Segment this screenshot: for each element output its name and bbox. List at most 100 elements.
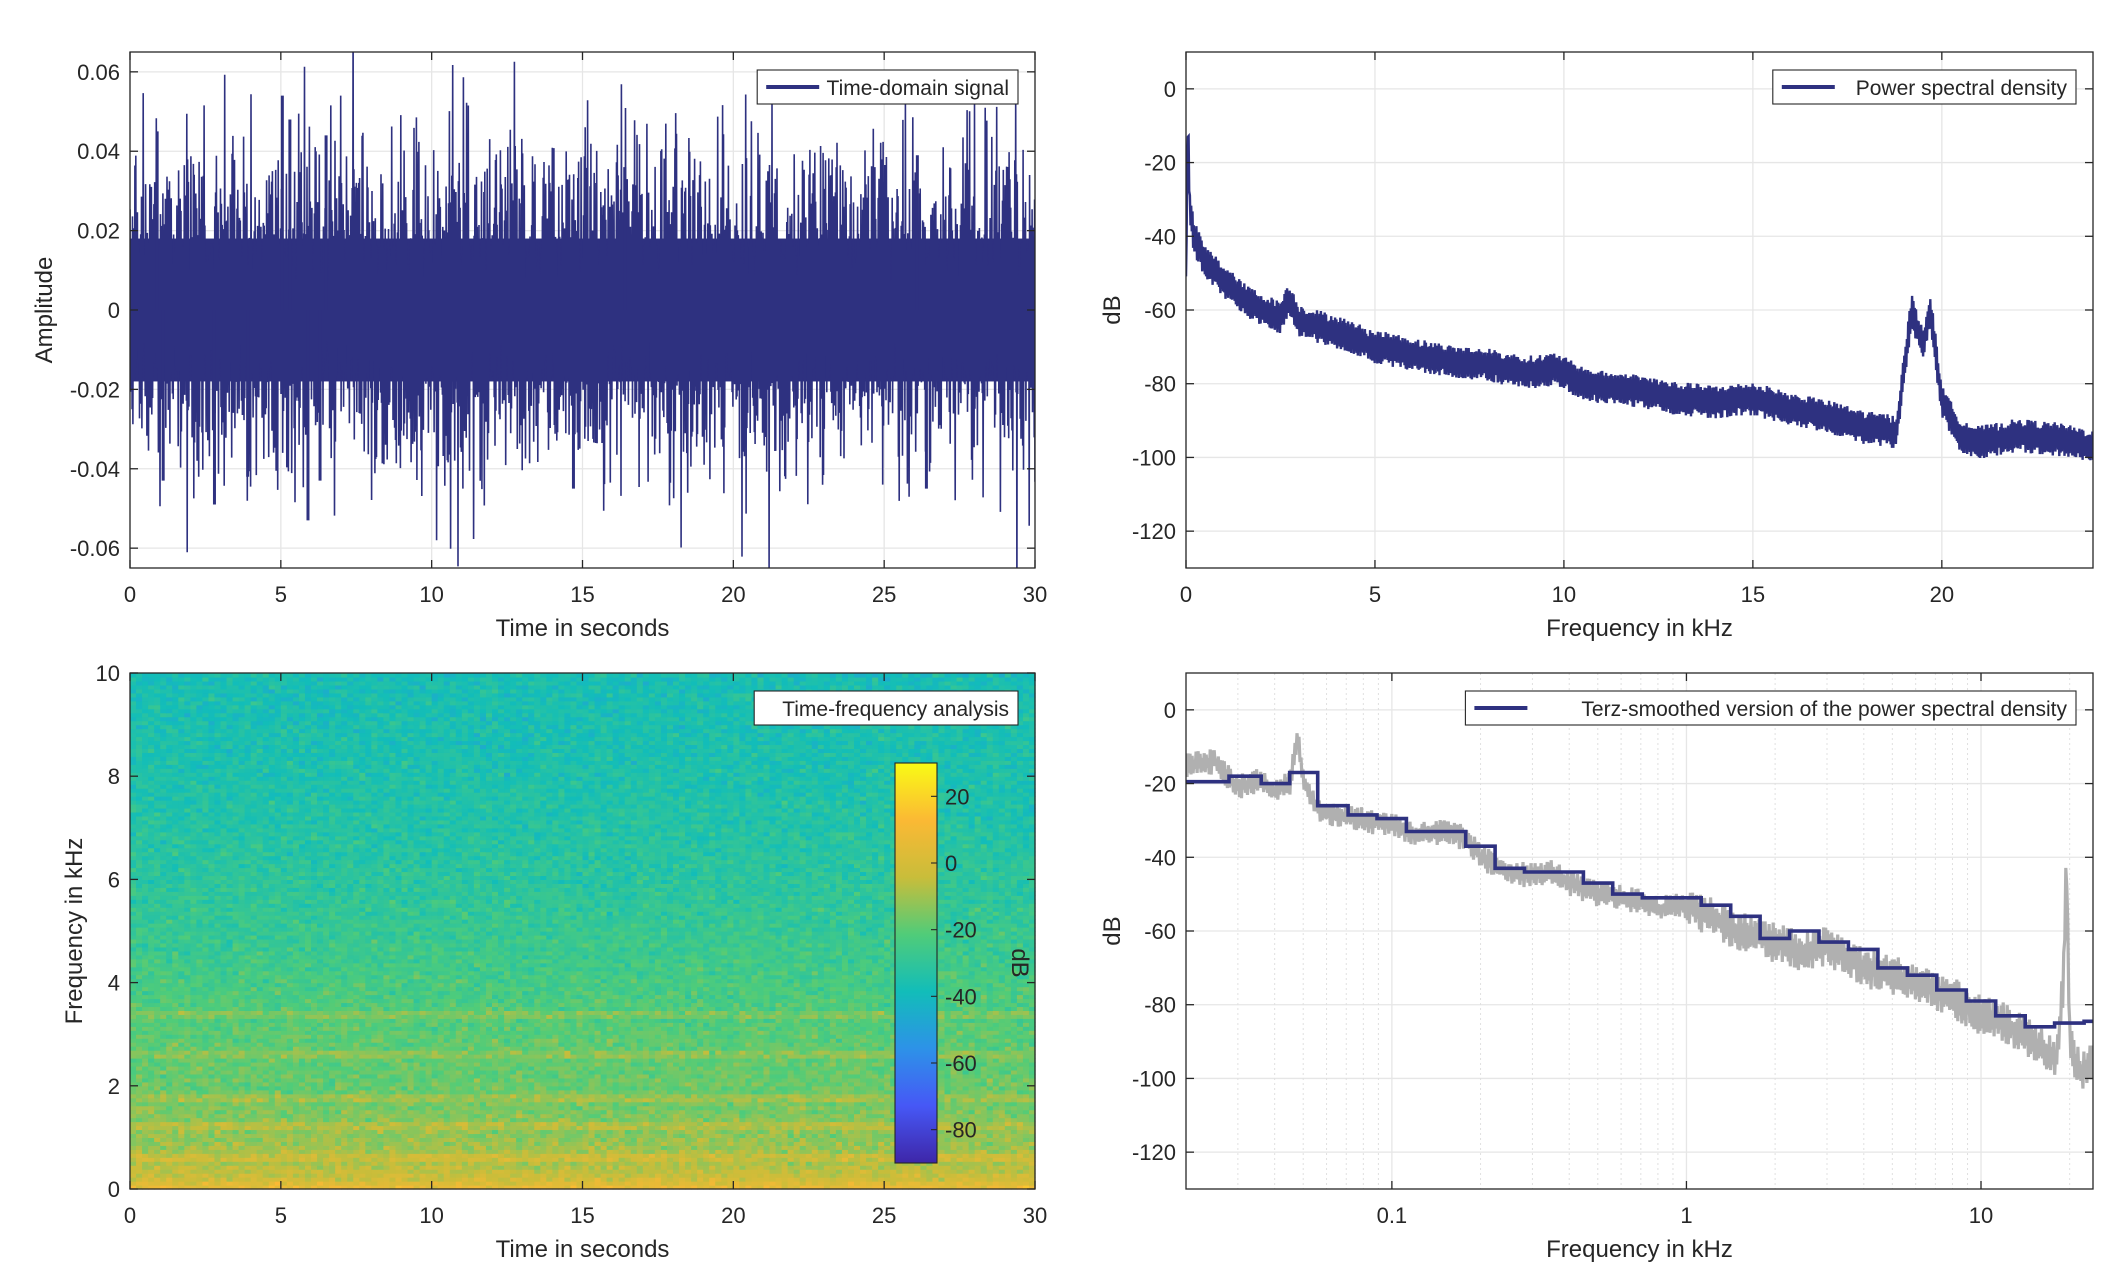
- heatmap-cell: [654, 1149, 662, 1154]
- heatmap-cell: [317, 1177, 324, 1182]
- heatmap-cell: [534, 1161, 541, 1166]
- heatmap-cell: [594, 1129, 602, 1135]
- heatmap-cell: [854, 1093, 861, 1099]
- heatmap-cell: [1010, 1129, 1018, 1135]
- heatmap-cell: [968, 1081, 976, 1087]
- heatmap-cell: [811, 1129, 819, 1135]
- heatmap-cell: [588, 1109, 596, 1115]
- heatmap-cell: [262, 1058, 270, 1063]
- heatmap-cell: [498, 1169, 505, 1174]
- heatmap-cell: [268, 1125, 276, 1131]
- heatmap-cell: [274, 1145, 282, 1150]
- heatmap-cell: [485, 1077, 493, 1083]
- heatmap-cell: [962, 1097, 970, 1103]
- heatmap-cell: [769, 1097, 777, 1103]
- heatmap-cell: [220, 1141, 228, 1146]
- heatmap-cell: [642, 1133, 650, 1138]
- heatmap-cell: [739, 1113, 746, 1119]
- x-tick-label: 5: [1369, 582, 1381, 607]
- heatmap-cell: [154, 1137, 161, 1142]
- heatmap-cell: [498, 1133, 505, 1138]
- heatmap-cell: [311, 1165, 318, 1170]
- heatmap-cell: [721, 1125, 728, 1131]
- heatmap-cell: [763, 1077, 771, 1083]
- heatmap-cell: [317, 1073, 324, 1079]
- heatmap-cell: [588, 1101, 596, 1107]
- heatmap-cell: [751, 1101, 759, 1107]
- heatmap-cell: [974, 1165, 982, 1170]
- heatmap-cell: [588, 1161, 596, 1166]
- heatmap-cell: [721, 1169, 728, 1174]
- heatmap-cell: [799, 1173, 807, 1178]
- heatmap-cell: [872, 1093, 879, 1099]
- heatmap-cell: [709, 1077, 716, 1083]
- heatmap-cell: [280, 1173, 288, 1178]
- heatmap-cell: [962, 1093, 970, 1099]
- heatmap-cell: [304, 1153, 312, 1158]
- heatmap-cell: [473, 1125, 481, 1131]
- heatmap-cell: [395, 1117, 403, 1123]
- heatmap-cell: [944, 1117, 952, 1123]
- heatmap-cell: [341, 1073, 348, 1079]
- heatmap-cell: [986, 1157, 994, 1162]
- heatmap-cell: [298, 1121, 306, 1127]
- heatmap-cell: [823, 1145, 831, 1150]
- heatmap-cell: [329, 1133, 336, 1138]
- heatmap-cell: [196, 1077, 203, 1083]
- heatmap-cell: [377, 1061, 384, 1067]
- heatmap-cell: [371, 1181, 378, 1186]
- heatmap-cell: [413, 1121, 421, 1127]
- heatmap-cell: [588, 1117, 596, 1123]
- heatmap-cell: [630, 1185, 638, 1190]
- heatmap-cell: [142, 1129, 149, 1135]
- heatmap-cell: [323, 1105, 330, 1111]
- heatmap-cell: [1028, 1137, 1036, 1142]
- heatmap-cell: [878, 1157, 885, 1162]
- heatmap-cell: [793, 1081, 801, 1087]
- heatmap-cell: [244, 1061, 252, 1067]
- heatmap-cell: [347, 1089, 354, 1095]
- heatmap-cell: [1022, 1149, 1030, 1154]
- heatmap-cell: [528, 1141, 535, 1146]
- heatmap-cell: [835, 1101, 843, 1107]
- heatmap-cell: [154, 1181, 161, 1186]
- heatmap-cell: [974, 1073, 982, 1079]
- heatmap-cell: [516, 1161, 523, 1166]
- heatmap-cell: [751, 1097, 759, 1103]
- heatmap-cell: [298, 1181, 306, 1186]
- heatmap-cell: [166, 1061, 173, 1067]
- heatmap-cell: [184, 1061, 191, 1067]
- heatmap-cell: [1022, 1157, 1030, 1162]
- heatmap-cell: [329, 1093, 336, 1099]
- heatmap-cell: [540, 1125, 547, 1131]
- heatmap-cell: [172, 1153, 179, 1158]
- heatmap-cell: [425, 1117, 433, 1123]
- heatmap-cell: [274, 1058, 282, 1063]
- heatmap-cell: [805, 1121, 813, 1127]
- heatmap-cell: [178, 1109, 185, 1115]
- heatmap-cell: [365, 1085, 372, 1091]
- heatmap-cell: [872, 1169, 879, 1174]
- heatmap-cell: [564, 1065, 572, 1071]
- heatmap-cell: [685, 1089, 692, 1095]
- heatmap-cell: [721, 1137, 728, 1142]
- heatmap-cell: [413, 1181, 421, 1186]
- heatmap-cell: [190, 1181, 197, 1186]
- heatmap-cell: [160, 1125, 167, 1131]
- heatmap-cell: [359, 1185, 366, 1190]
- heatmap-cell: [262, 1185, 270, 1190]
- heatmap-cell: [576, 1181, 584, 1186]
- heatmap-cell: [691, 1109, 698, 1115]
- heatmap-cell: [654, 1121, 662, 1127]
- heatmap-cell: [485, 1117, 493, 1123]
- heatmap-cell: [697, 1141, 704, 1146]
- heatmap-cell: [558, 1077, 565, 1083]
- heatmap-cell: [787, 1145, 795, 1150]
- heatmap-cell: [449, 1117, 457, 1123]
- heatmap-cell: [636, 1097, 644, 1103]
- heatmap-cell: [359, 1065, 366, 1071]
- heatmap-cell: [329, 1161, 336, 1166]
- heatmap-cell: [576, 1161, 584, 1166]
- heatmap-cell: [498, 1153, 505, 1158]
- heatmap-cell: [630, 1145, 638, 1150]
